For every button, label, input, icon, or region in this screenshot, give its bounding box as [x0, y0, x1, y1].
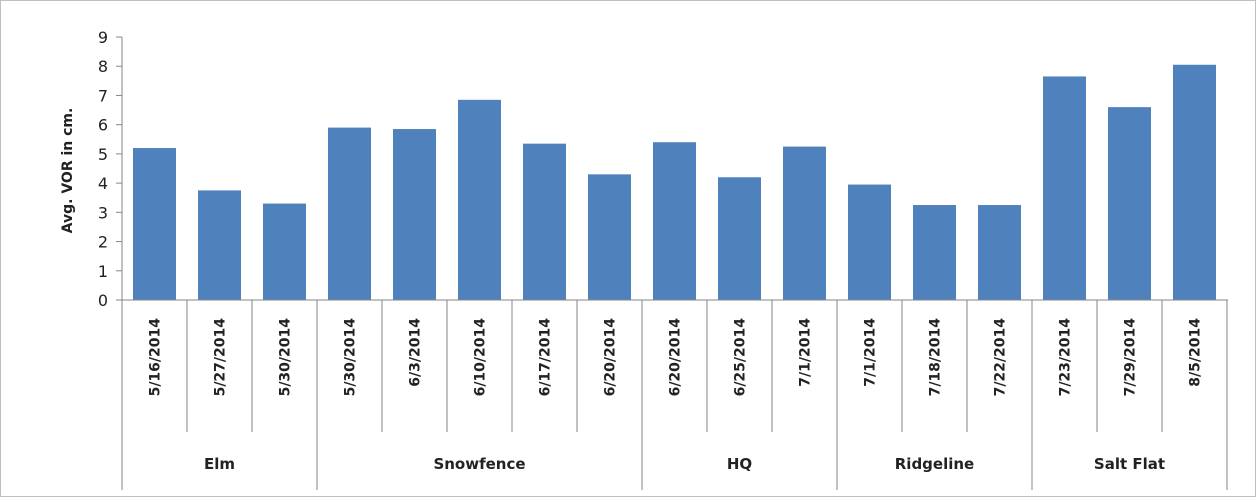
- x-group-label: Ridgeline: [895, 455, 974, 473]
- y-tick-label: 4: [98, 174, 108, 193]
- bar: [263, 203, 306, 300]
- x-category-label: 6/20/2014: [668, 318, 684, 397]
- bar: [1173, 64, 1216, 300]
- bar: [133, 148, 176, 300]
- bar: [718, 177, 761, 300]
- y-tick-label: 6: [98, 116, 108, 135]
- x-category-label: 6/20/2014: [603, 318, 619, 397]
- x-category-label: 5/30/2014: [343, 318, 359, 397]
- x-category-label: 5/27/2014: [213, 318, 229, 397]
- y-axis-title: Avg. VOR in cm.: [60, 108, 76, 234]
- y-tick-label: 8: [98, 57, 108, 76]
- bar: [1108, 107, 1151, 300]
- bar: [458, 99, 501, 300]
- bar: [978, 205, 1021, 300]
- x-category-label: 7/1/2014: [863, 318, 879, 387]
- x-group-label: Snowfence: [433, 455, 525, 473]
- x-group-label: Elm: [204, 455, 235, 473]
- x-category-label: 5/30/2014: [278, 318, 294, 397]
- x-category-label: 7/29/2014: [1123, 318, 1139, 397]
- y-tick-label: 2: [98, 233, 108, 252]
- x-group-label: HQ: [727, 455, 752, 473]
- y-tick-label: 9: [98, 28, 108, 47]
- x-category-label: 7/23/2014: [1058, 318, 1074, 397]
- bar: [913, 205, 956, 300]
- y-tick-label: 7: [98, 86, 108, 105]
- x-category-label: 7/1/2014: [798, 318, 814, 387]
- bar: [588, 174, 631, 300]
- bar: [1043, 76, 1086, 300]
- x-category-label: 6/25/2014: [733, 318, 749, 397]
- x-category-label: 6/10/2014: [473, 318, 489, 397]
- bar: [198, 190, 241, 300]
- bar: [848, 184, 891, 300]
- y-tick-label: 5: [98, 145, 108, 164]
- x-category-label: 7/22/2014: [993, 318, 1009, 397]
- bar: [328, 127, 371, 300]
- x-group-label: Salt Flat: [1094, 455, 1165, 473]
- bar: [393, 129, 436, 300]
- x-category-label: 6/3/2014: [408, 318, 424, 387]
- x-category-label: 5/16/2014: [148, 318, 164, 397]
- bar: [523, 143, 566, 300]
- x-category-label: 8/5/2014: [1188, 318, 1204, 387]
- bar: [653, 142, 696, 300]
- y-tick-label: 0: [98, 291, 108, 310]
- bar: [783, 146, 826, 300]
- y-tick-label: 1: [98, 262, 108, 281]
- x-category-label: 7/18/2014: [928, 318, 944, 397]
- x-category-label: 6/17/2014: [538, 318, 554, 397]
- y-tick-label: 3: [98, 203, 108, 222]
